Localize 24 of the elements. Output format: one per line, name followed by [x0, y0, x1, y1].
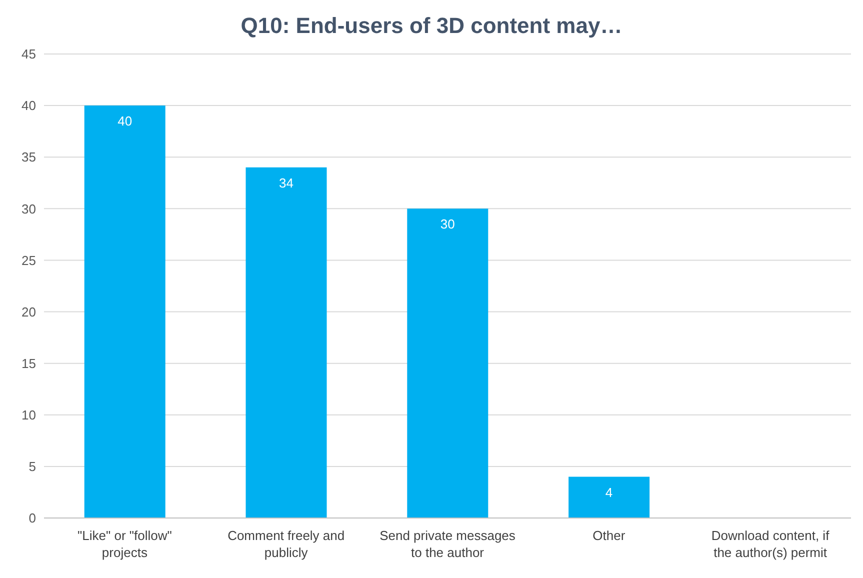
y-tick-label: 15 [22, 356, 36, 371]
data-label: 40 [118, 114, 132, 129]
y-tick-label: 45 [22, 46, 36, 62]
bar [246, 167, 327, 518]
y-tick-label: 25 [22, 252, 36, 268]
data-label: 34 [279, 175, 294, 190]
x-tick-label: Send private messages to the author [380, 528, 516, 560]
x-tick-label: "Like" or "follow" projects [78, 528, 172, 560]
bar [407, 208, 488, 518]
y-tick-label: 35 [22, 150, 36, 165]
y-tick-label: 10 [22, 408, 36, 423]
x-tick-label: Comment freely and publicly [228, 528, 345, 560]
y-tick-label: 0 [28, 510, 36, 526]
chart-title: Q10: End-users of 3D content may… [240, 12, 624, 40]
x-tick-label: Other [592, 528, 626, 543]
y-tick-label: 5 [28, 459, 36, 474]
data-label: 30 [440, 216, 455, 232]
bar [568, 476, 650, 518]
y-tick-label: 30 [22, 201, 36, 216]
y-tick-label: 20 [22, 304, 36, 320]
y-tick-label: 40 [22, 98, 36, 114]
bar [84, 106, 166, 518]
data-label: 4 [605, 484, 613, 500]
x-tick-label: Download content, if the author(s) permit [711, 528, 830, 560]
